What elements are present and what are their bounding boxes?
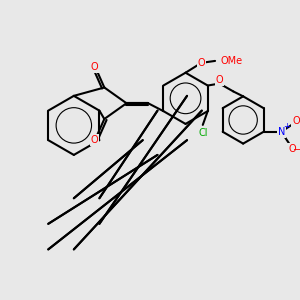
Text: O: O [91,62,98,72]
Text: +: + [283,122,290,131]
Text: O: O [292,116,300,126]
Text: O: O [91,135,98,145]
Text: −: − [293,146,300,155]
Text: N: N [278,127,285,137]
Text: OMe: OMe [221,56,243,66]
Text: O: O [197,58,205,68]
Text: O: O [288,143,296,154]
Text: Cl: Cl [198,128,208,138]
Text: O: O [216,75,223,85]
